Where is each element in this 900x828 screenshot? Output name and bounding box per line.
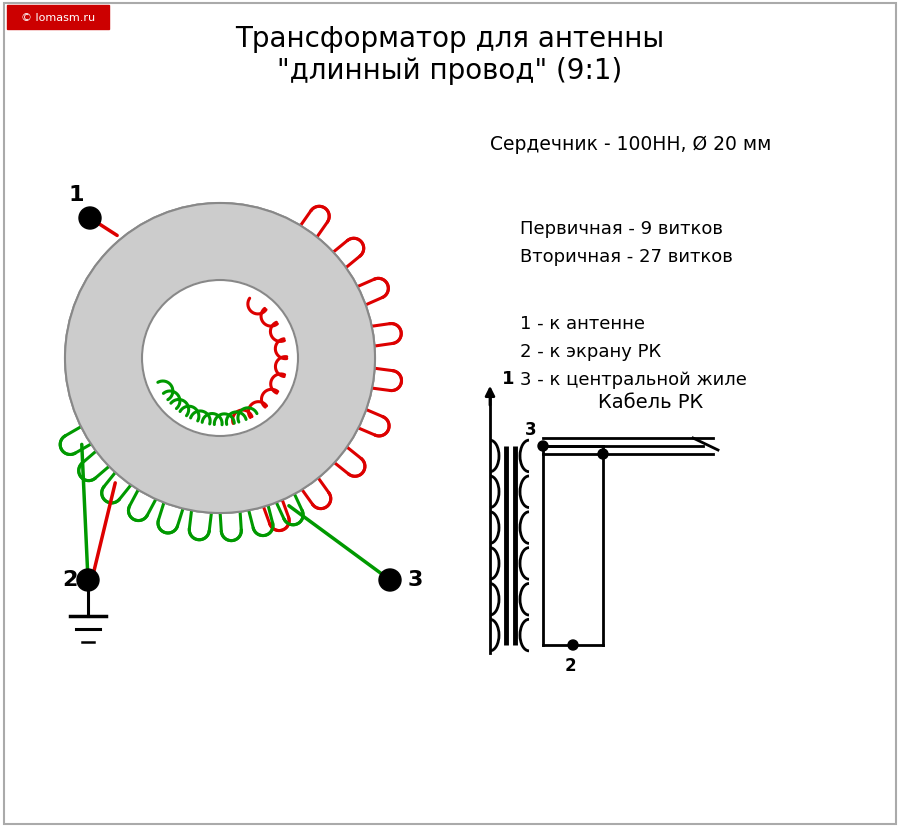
Text: 3: 3	[525, 421, 536, 439]
Circle shape	[142, 281, 298, 436]
Circle shape	[79, 208, 101, 229]
Text: Вторичная - 27 витков: Вторичная - 27 витков	[520, 248, 733, 266]
Circle shape	[77, 570, 99, 591]
Text: 1: 1	[502, 369, 515, 388]
FancyBboxPatch shape	[7, 6, 109, 30]
Circle shape	[598, 450, 608, 460]
Text: Кабель РК: Кабель РК	[598, 392, 703, 411]
Text: © lomasm.ru: © lomasm.ru	[21, 13, 95, 23]
Text: 3 - к центральной жиле: 3 - к центральной жиле	[520, 371, 747, 388]
Circle shape	[379, 570, 401, 591]
Circle shape	[142, 281, 298, 436]
Text: Сердечник - 100НН, Ø 20 мм: Сердечник - 100НН, Ø 20 мм	[490, 134, 771, 153]
Circle shape	[568, 640, 578, 650]
Text: 2: 2	[62, 570, 77, 590]
Text: 3: 3	[408, 570, 423, 590]
Text: "длинный провод" (9:1): "длинный провод" (9:1)	[277, 57, 623, 85]
Text: Трансформатор для антенны: Трансформатор для антенны	[236, 25, 664, 53]
Circle shape	[65, 204, 375, 513]
Text: 1: 1	[68, 185, 84, 205]
Text: 2 - к экрану РК: 2 - к экрану РК	[520, 343, 662, 360]
Text: 1 - к антенне: 1 - к антенне	[520, 315, 645, 333]
Circle shape	[65, 204, 375, 513]
Text: Первичная - 9 витков: Первичная - 9 витков	[520, 219, 723, 238]
Circle shape	[538, 441, 548, 451]
Text: 2: 2	[565, 657, 577, 674]
